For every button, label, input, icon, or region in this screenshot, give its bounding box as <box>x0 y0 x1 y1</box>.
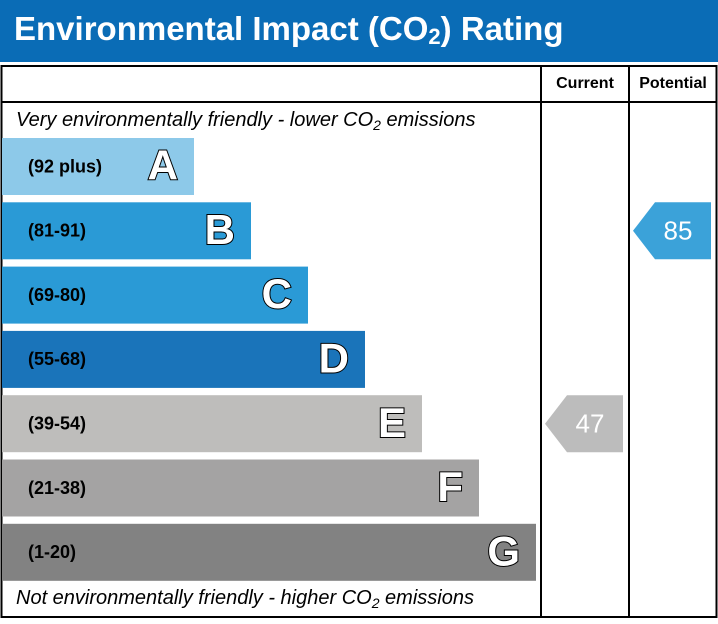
band-letter: D <box>319 334 349 381</box>
band-range: (92 plus) <box>28 156 102 176</box>
column-header: Potential <box>639 75 707 92</box>
band <box>2 266 308 324</box>
note-text: Not environmentally friendly - higher CO <box>16 587 372 609</box>
band-letter: G <box>487 527 520 574</box>
band-range: (81-91) <box>28 221 86 241</box>
title: Environmental Impact (CO2) Rating <box>14 10 563 49</box>
note-sub: 2 <box>371 595 380 611</box>
title-text: Environmental Impact (CO <box>14 10 428 47</box>
band <box>2 459 479 517</box>
note-text: emissions <box>380 587 474 609</box>
band <box>2 138 194 195</box>
band-letter: A <box>148 142 178 189</box>
band-range: (39-54) <box>28 413 86 433</box>
band <box>2 523 536 581</box>
band-range: (69-80) <box>28 285 86 305</box>
band <box>2 395 422 453</box>
rating-arrow <box>633 202 711 260</box>
band-range: (55-68) <box>28 349 86 369</box>
top-note: Very environmentally friendly - lower CO… <box>16 109 475 132</box>
band-letter: C <box>262 270 292 317</box>
note-text: Very environmentally friendly - lower CO <box>16 109 373 131</box>
rating-value: 85 <box>664 216 693 246</box>
rating-value: 47 <box>576 409 605 439</box>
band-letter: E <box>378 399 406 446</box>
note-sub: 2 <box>372 117 381 133</box>
band <box>2 202 251 260</box>
rating-arrow <box>545 395 623 453</box>
band <box>2 330 365 388</box>
band-letter: B <box>205 206 235 253</box>
band-range: (21-38) <box>28 478 86 498</box>
title-text: ) Rating <box>441 10 564 47</box>
column-header: Current <box>556 75 614 92</box>
band-letter: F <box>437 463 463 510</box>
title-bar <box>0 0 718 62</box>
title-sub: 2 <box>428 24 440 49</box>
frame <box>0 65 718 618</box>
band-range: (1-20) <box>28 542 76 562</box>
note-text: emissions <box>381 109 475 131</box>
bottom-note: Not environmentally friendly - higher CO… <box>16 587 474 610</box>
